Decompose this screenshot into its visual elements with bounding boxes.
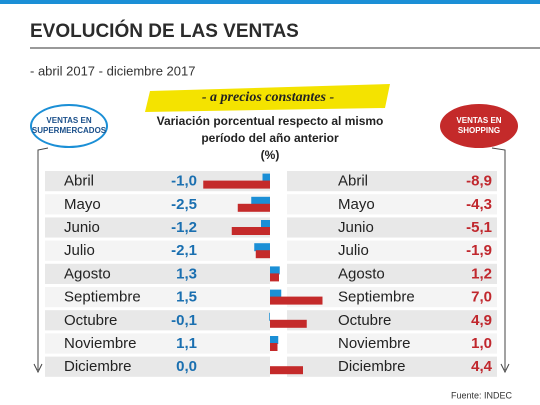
value-label: 4,9 (471, 312, 492, 329)
row-band (287, 356, 497, 377)
top-rule (0, 0, 540, 4)
row-band (45, 263, 270, 284)
right-arrow (491, 147, 506, 370)
value-label: -2,5 (171, 196, 197, 213)
bar (255, 250, 270, 259)
row-band (287, 263, 497, 284)
bar (270, 366, 303, 375)
bar (270, 273, 279, 282)
row-band (287, 240, 497, 261)
chart-title: EVOLUCIÓN DE LAS VENTAS (30, 20, 299, 42)
bar (270, 343, 278, 351)
value-label: -5,1 (466, 219, 492, 236)
row-band (45, 287, 270, 308)
bar (231, 227, 270, 235)
bar (237, 203, 270, 212)
row-band (287, 194, 497, 215)
category-label: Noviembre (338, 335, 411, 352)
bar (251, 196, 270, 205)
bar (270, 319, 307, 328)
category-label: Septiembre (338, 289, 415, 306)
category-label: Mayo (338, 196, 375, 213)
banner: - a precios constantes - (202, 90, 335, 105)
row-band (287, 333, 497, 354)
row-band (45, 356, 270, 377)
category-label: Julio (64, 242, 95, 259)
bar (261, 220, 270, 228)
value-label: -4,3 (466, 196, 492, 213)
legend-supermercados: VENTAS EN SUPERMERCADOS (30, 104, 108, 148)
category-label: Abril (338, 173, 368, 190)
description: período del año anterior (201, 131, 339, 145)
row-band (45, 217, 270, 238)
category-label: Diciembre (64, 358, 132, 375)
category-label: Octubre (64, 312, 117, 329)
description: (%) (261, 148, 280, 162)
value-label: -1,9 (466, 242, 492, 259)
value-label: -8,9 (466, 173, 492, 190)
category-label: Septiembre (64, 289, 141, 306)
value-label: 1,5 (176, 289, 197, 306)
category-label: Octubre (338, 312, 391, 329)
value-label: -1,0 (171, 173, 197, 190)
left-arrow-head (33, 363, 43, 374)
category-label: Noviembre (64, 335, 137, 352)
bar (270, 266, 280, 275)
value-label: 7,0 (471, 289, 492, 306)
value-label: 1,1 (176, 335, 197, 352)
value-label: -2,1 (171, 242, 197, 259)
row-band (45, 310, 270, 331)
category-label: Agosto (64, 265, 111, 282)
source: Fuente: INDEC (451, 390, 513, 400)
value-label: 1,3 (176, 265, 197, 282)
category-label: Agosto (338, 265, 385, 282)
bar (270, 289, 282, 298)
value-label: 0,0 (176, 358, 197, 375)
value-label: 1,2 (471, 265, 492, 282)
value-label: 1,0 (471, 335, 492, 352)
banner-bg (145, 84, 390, 112)
row-band (45, 240, 270, 261)
legend-shopping: VENTAS EN SHOPPING (440, 104, 518, 148)
left-arrow (37, 147, 49, 370)
row-band (45, 194, 270, 215)
value-label: -0,1 (171, 312, 197, 329)
bar (270, 296, 323, 305)
row-band (45, 333, 270, 354)
category-label: Junio (64, 219, 100, 236)
value-label: -1,2 (171, 219, 197, 236)
bar (254, 243, 270, 252)
row-band (287, 171, 497, 192)
bar (262, 173, 270, 182)
category-label: Diciembre (338, 358, 406, 375)
category-label: Junio (338, 219, 374, 236)
row-band (287, 287, 497, 308)
value-label: 4,4 (471, 358, 493, 375)
category-label: Mayo (64, 196, 101, 213)
description: Variación porcentual respecto al mismo (157, 114, 384, 128)
bar (270, 336, 279, 344)
subtitle: - abril 2017 - diciembre 2017 (30, 63, 195, 78)
right-arrow-head (500, 363, 510, 374)
bar (269, 312, 270, 321)
category-label: Julio (338, 242, 369, 259)
bar (203, 180, 270, 189)
row-band (287, 310, 497, 331)
row-band (287, 217, 497, 238)
category-label: Abril (64, 173, 94, 190)
